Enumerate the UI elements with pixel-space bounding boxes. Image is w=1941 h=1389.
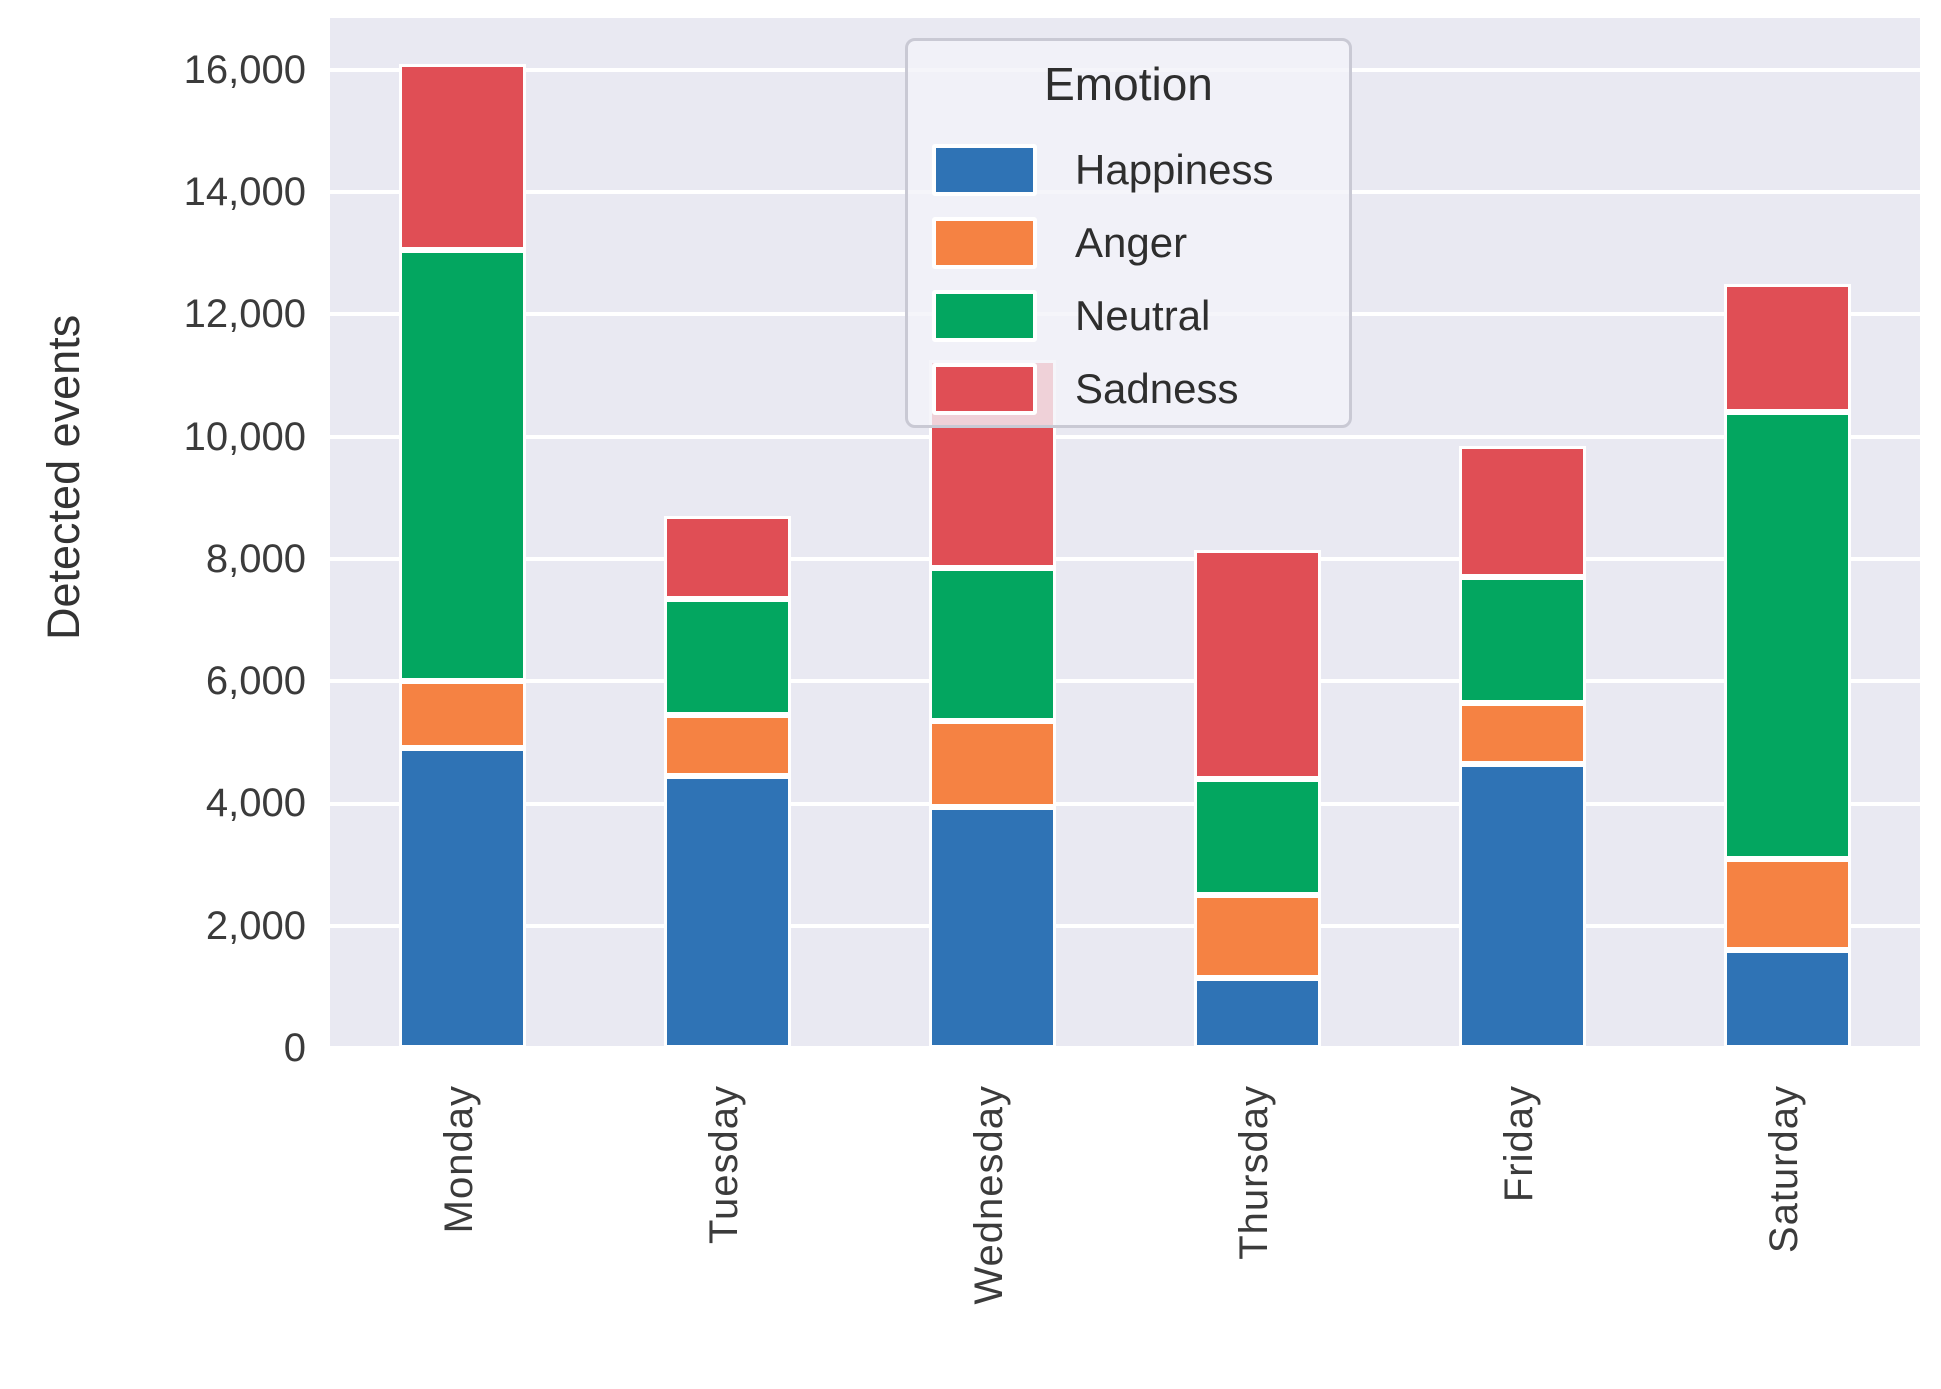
x-tick-label-saturday: Saturday bbox=[1761, 1085, 1806, 1254]
bar-segment-happiness-saturday bbox=[1724, 950, 1851, 1048]
legend-swatch-icon bbox=[932, 216, 1037, 269]
bar-segment-happiness-tuesday bbox=[664, 775, 791, 1048]
y-tick-label: 10,000 bbox=[183, 414, 306, 459]
legend-swatch-icon bbox=[932, 143, 1037, 196]
y-tick-label: 6,000 bbox=[205, 659, 306, 704]
y-tick-label: 8,000 bbox=[205, 536, 306, 581]
legend-item-label: Happiness bbox=[1075, 145, 1274, 193]
bar-segment-sadness-saturday bbox=[1724, 283, 1851, 413]
bar-segment-anger-thursday bbox=[1194, 895, 1321, 978]
y-tick-label: 16,000 bbox=[183, 47, 306, 92]
legend: Emotion Happiness Anger Neutral Sadness bbox=[905, 38, 1352, 428]
bar-segment-neutral-saturday bbox=[1724, 412, 1851, 859]
y-tick-label: 0 bbox=[283, 1026, 306, 1070]
y-tick-label: 2,000 bbox=[205, 903, 306, 948]
legend-item-label: Sadness bbox=[1075, 364, 1239, 412]
bar-segment-anger-friday bbox=[1459, 702, 1586, 764]
bar-segment-anger-saturday bbox=[1724, 858, 1851, 951]
bar-segment-neutral-thursday bbox=[1194, 779, 1321, 896]
bar-segment-anger-wednesday bbox=[929, 720, 1056, 807]
x-tick-label-friday: Friday bbox=[1496, 1085, 1541, 1203]
bar-segment-sadness-thursday bbox=[1194, 549, 1321, 780]
gridline bbox=[330, 801, 1920, 806]
bar-segment-anger-tuesday bbox=[664, 714, 791, 776]
gridline bbox=[330, 434, 1920, 439]
bar-segment-happiness-thursday bbox=[1194, 977, 1321, 1048]
y-tick-label: 4,000 bbox=[205, 781, 306, 826]
legend-row-happiness: Happiness bbox=[908, 133, 1349, 206]
legend-row-sadness: Sadness bbox=[908, 352, 1349, 425]
legend-row-anger: Anger bbox=[908, 206, 1349, 279]
x-tick-label-monday: Monday bbox=[436, 1085, 481, 1234]
bar-segment-happiness-monday bbox=[399, 748, 526, 1048]
bar-segment-neutral-wednesday bbox=[929, 568, 1056, 721]
bar-segment-sadness-tuesday bbox=[664, 516, 791, 599]
bar-segment-neutral-tuesday bbox=[664, 598, 791, 715]
y-tick-label: 12,000 bbox=[183, 292, 306, 337]
gridline bbox=[330, 556, 1920, 561]
legend-row-neutral: Neutral bbox=[908, 279, 1349, 352]
bar-segment-happiness-wednesday bbox=[929, 806, 1056, 1048]
bar-segment-neutral-monday bbox=[399, 250, 526, 682]
bar-segment-happiness-friday bbox=[1459, 763, 1586, 1048]
gridline bbox=[330, 1046, 1920, 1050]
gridline bbox=[330, 679, 1920, 684]
legend-swatch-icon bbox=[932, 289, 1037, 342]
legend-item-label: Neutral bbox=[1075, 291, 1211, 339]
y-tick-label: 14,000 bbox=[183, 170, 306, 215]
legend-swatch-icon bbox=[932, 362, 1037, 415]
legend-rows: Happiness Anger Neutral Sadness bbox=[908, 133, 1349, 425]
x-tick-label-thursday: Thursday bbox=[1231, 1085, 1276, 1260]
bar-segment-neutral-friday bbox=[1459, 577, 1586, 703]
bar-segment-sadness-friday bbox=[1459, 445, 1586, 578]
bar-segment-sadness-monday bbox=[399, 63, 526, 251]
gridline bbox=[330, 923, 1920, 928]
legend-item-label: Anger bbox=[1075, 218, 1188, 266]
x-tick-label-wednesday: Wednesday bbox=[966, 1085, 1011, 1305]
bar-segment-anger-monday bbox=[399, 681, 526, 749]
legend-title: Emotion bbox=[1044, 58, 1213, 110]
x-tick-label-tuesday: Tuesday bbox=[701, 1085, 746, 1244]
